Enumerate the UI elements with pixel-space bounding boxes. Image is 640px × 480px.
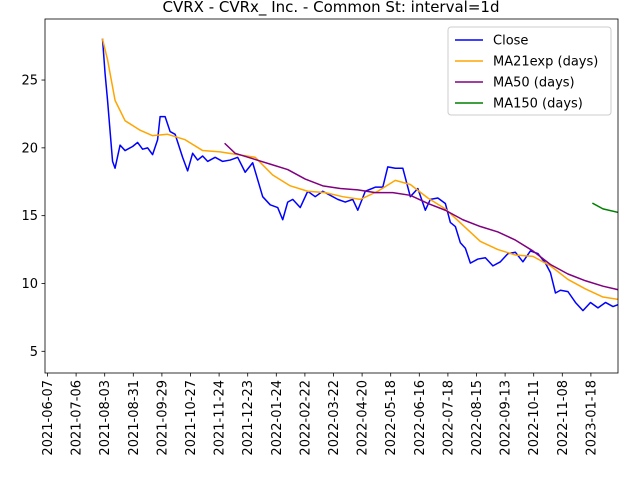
x-tick-label: 2021-08-03 [98,380,113,456]
legend-label: MA150 (days) [493,97,583,112]
x-tick-label: 2021-06-07 [41,380,56,456]
y-tick-label: 20 [21,141,38,156]
x-tick-label: 2022-09-13 [499,380,514,456]
legend-box [447,26,612,116]
x-tick-label: 2022-04-20 [356,380,371,456]
x-tick-label: 2022-02-22 [298,380,313,456]
x-tick-label: 2021-10-27 [184,380,199,456]
x-tick-label: 2021-08-31 [127,380,142,456]
legend-label: MA21exp (days) [493,55,598,70]
x-tick-label: 2021-12-23 [241,380,256,456]
x-tick-label: 2023-01-18 [584,380,599,456]
series-line-close [101,38,618,312]
x-tick-label: 2022-06-16 [413,380,428,456]
x-tick-label: 2022-11-08 [556,380,571,456]
legend: Close MA21exp (days) MA50 (days) MA150 (day… [447,26,612,116]
y-tick-label: 15 [21,209,38,224]
series-line-ma150-days [591,202,618,214]
x-tick-label: 2021-11-24 [213,380,228,456]
x-tick-label: 2022-07-18 [441,380,456,456]
x-tick-label: 2022-01-24 [270,380,285,456]
plot-frame [44,18,619,374]
x-tick-label: 2022-10-11 [527,380,542,456]
x-tick-label: 2021-07-06 [70,380,85,456]
series-line-ma21exp-days [101,38,618,301]
y-tick-label: 25 [21,74,38,89]
legend-label: MA50 (days) [493,76,575,91]
x-tick-label: 2022-03-22 [327,380,342,456]
axes: 5 10 15 20 25 2021-06-07 2021-07-06 2021-08-03 2… [21,18,619,456]
series-line-ma50-days [224,142,618,291]
chart-title: CVRX - CVRx_ Inc. - Common St: interval=… [163,0,500,17]
x-tick-label: 2021-09-29 [155,380,170,456]
x-tick-label: 2022-05-18 [384,380,399,456]
y-tick-label: 5 [30,345,38,360]
legend-label: Close [493,34,528,49]
x-tick-label: 2022-08-15 [470,380,485,456]
y-tick-label: 10 [21,277,38,292]
